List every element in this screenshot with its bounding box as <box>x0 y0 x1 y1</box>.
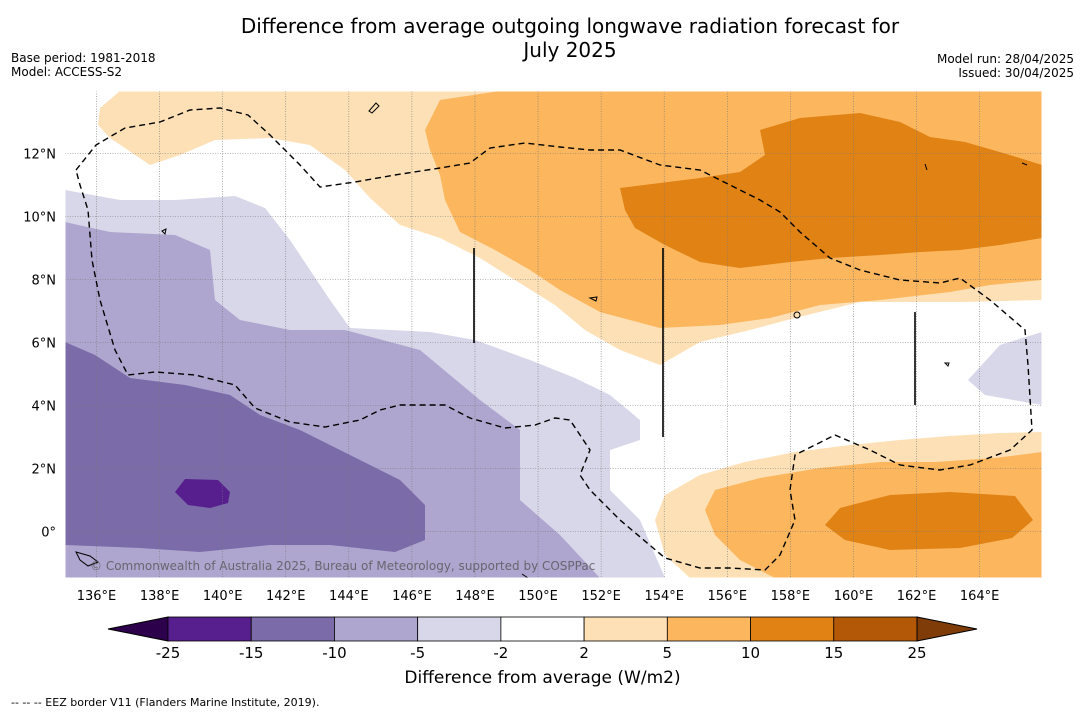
colorbar-segment <box>417 616 502 642</box>
region-minus25-to-minus15 <box>175 479 230 508</box>
lon-label: 144°E <box>329 589 369 604</box>
issued-date: Issued: 30/04/2025 <box>958 66 1074 80</box>
lat-label: 4°N <box>32 400 57 415</box>
colorbar-extend-high <box>916 616 978 642</box>
chart-title: Difference from average outgoing longwav… <box>0 14 1085 62</box>
model-run: Model run: 28/04/2025 <box>936 52 1074 66</box>
lat-label: 6°N <box>32 337 57 352</box>
lat-label: 0° <box>41 526 56 541</box>
islands <box>75 102 1028 578</box>
colorbar-extend-low <box>107 616 169 642</box>
lon-label: 146°E <box>392 589 432 604</box>
lon-label: 158°E <box>771 589 811 604</box>
lat-label: 12°N <box>23 148 56 163</box>
colorbar-tick-label: 15 <box>824 644 844 662</box>
lon-label: 136°E <box>77 589 117 604</box>
region-10-to-15-south <box>825 492 1033 550</box>
longitude-labels: 136°E 138°E 140°E 142°E 144°E 146°E 148°E 150°E… <box>77 589 1000 604</box>
colorbar-segment <box>250 616 335 642</box>
title-line-2: July 2025 <box>523 38 617 62</box>
lat-label: 10°N <box>23 211 56 226</box>
lon-label: 154°E <box>644 589 684 604</box>
gridlines <box>65 91 1042 578</box>
meta-left: Base period: 1981-2018 Model: ACCESS-S2 <box>11 51 156 79</box>
lon-label: 138°E <box>140 589 180 604</box>
latitude-labels: 12°N 10°N 8°N 6°N 4°N 2°N 0° <box>23 148 56 541</box>
lon-label: 164°E <box>960 589 1000 604</box>
colorbar-tick-label: 25 <box>907 644 927 662</box>
map-plot-area: © Commonwealth of Australia 2025, Bureau… <box>65 91 1042 578</box>
lon-label: 140°E <box>203 589 243 604</box>
colorbar-tick-label: -5 <box>410 644 426 662</box>
colorbar-tick-label: -2 <box>493 644 509 662</box>
colorbar-label: Difference from average (W/m2) <box>404 668 681 688</box>
model-name: Model: ACCESS-S2 <box>11 65 123 79</box>
colorbar-segment <box>833 616 918 642</box>
colorbar-segment <box>750 616 835 642</box>
lon-label: 162°E <box>897 589 937 604</box>
colorbar-tick-label: -10 <box>322 644 347 662</box>
colorbar-tick-label: 5 <box>662 644 673 662</box>
region-minus5-to-minus2-east <box>968 332 1042 405</box>
region-minus15-to-minus10 <box>65 342 425 552</box>
colorbar-segment <box>666 616 751 642</box>
lon-label: 142°E <box>266 589 306 604</box>
eez-legend-note: -- -- -- EEZ border V11 (Flanders Marine… <box>11 696 320 709</box>
copyright-text: © Commonwealth of Australia 2025, Bureau… <box>90 559 595 573</box>
colorbar-segment <box>167 616 252 642</box>
lon-label: 148°E <box>455 589 495 604</box>
colorbar <box>107 616 978 642</box>
colorbar-tick-label: -15 <box>238 644 264 662</box>
lat-label: 2°N <box>32 463 57 478</box>
lon-label: 152°E <box>581 589 621 604</box>
colorbar-tick-label: -25 <box>155 644 181 662</box>
title-line-1: Difference from average outgoing longwav… <box>240 14 900 38</box>
region-10-to-15-north <box>620 113 1042 268</box>
lon-label: 156°E <box>708 589 748 604</box>
lat-label: 8°N <box>32 274 57 289</box>
colorbar-segment <box>500 616 585 642</box>
lon-label: 160°E <box>834 589 874 604</box>
lon-label: 150°E <box>518 589 558 604</box>
colorbar-tick-label: 10 <box>741 644 761 662</box>
colorbar-segment <box>334 616 419 642</box>
meta-right: Model run: 28/04/2025 Issued: 30/04/2025 <box>937 52 1074 80</box>
base-period: Base period: 1981-2018 <box>11 51 156 65</box>
colorbar-segment <box>583 616 668 642</box>
eez-border <box>75 107 1033 571</box>
colorbar-tick-label: 2 <box>579 644 589 662</box>
